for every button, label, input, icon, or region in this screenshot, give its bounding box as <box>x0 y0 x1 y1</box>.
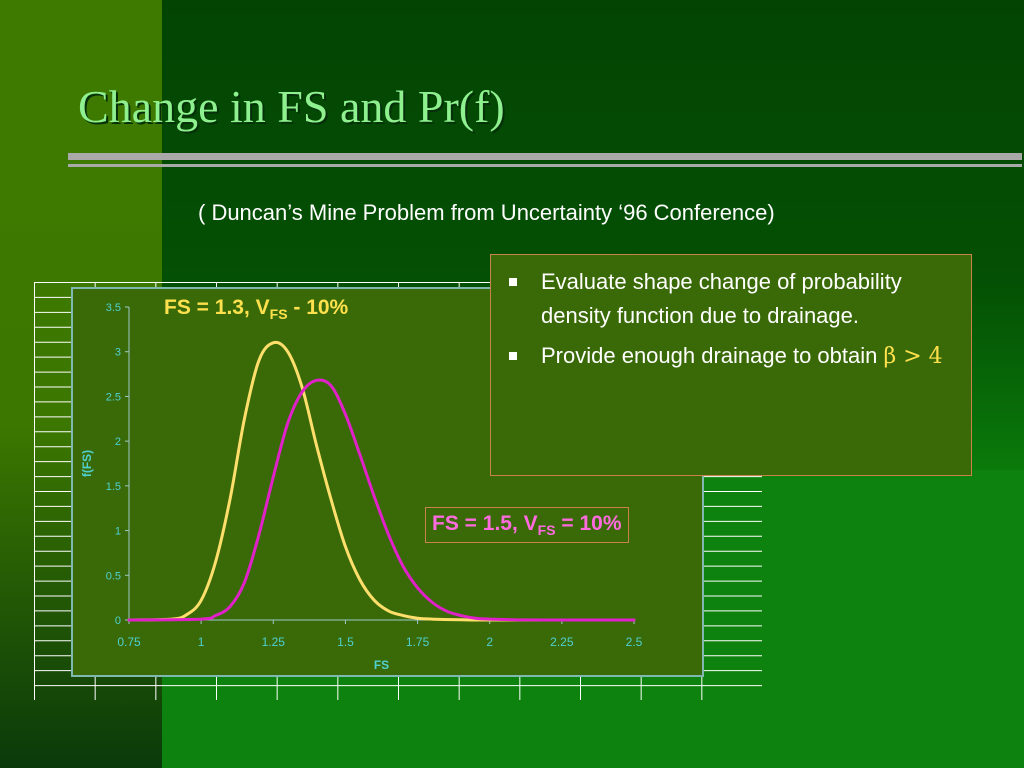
chart-plot: 0 0.5 1 1.5 2 2.5 3 3.5 0.75 1 1.25 1.5 1.75 2 2.25 2.5… <box>80 302 643 672</box>
x-tick-label: 1.5 <box>337 635 354 649</box>
y-tick-label: 3.5 <box>106 302 121 314</box>
label-a-main: FS = 1.3, V <box>164 296 270 319</box>
x-tick-label: 2.25 <box>550 635 574 649</box>
y-tick-label: 2.5 <box>106 391 121 403</box>
bullet-text: Evaluate shape change of probability den… <box>541 269 902 328</box>
label-b-main: FS = 1.5, V <box>432 512 538 535</box>
label-a-sub: FS <box>269 306 288 323</box>
y-tick-label: 3 <box>115 347 121 359</box>
x-tick-label: 1.25 <box>262 635 286 649</box>
x-tick-label: 2.5 <box>626 635 643 649</box>
title-rule-thick <box>68 153 1022 160</box>
y-tick-label: 0 <box>115 615 121 627</box>
curve-label-fs-1-3: FS = 1.3, VFS - 10% <box>160 296 352 322</box>
square-bullet-icon <box>509 278 517 286</box>
bullet-text: Provide enough drainage to obtain <box>541 343 884 368</box>
x-tick-label: 0.75 <box>117 635 141 649</box>
bullet-box: Evaluate shape change of probability den… <box>490 254 972 476</box>
y-tick-label: 2 <box>115 436 121 448</box>
x-tick-label: 1.75 <box>406 635 430 649</box>
square-bullet-icon <box>509 352 517 360</box>
series-line-1 <box>127 340 636 622</box>
label-a-tail: - 10% <box>287 296 349 319</box>
bullet-list: Evaluate shape change of probability den… <box>491 255 971 374</box>
x-tick-label: 1 <box>198 635 205 649</box>
label-b-tail: = 10% <box>555 512 622 535</box>
y-tick-label: 1 <box>115 526 121 538</box>
beta-condition: β > 4 <box>883 344 943 369</box>
slide-subtitle: ( Duncan’s Mine Problem from Uncertainty… <box>198 200 775 225</box>
title-rule-thin <box>68 164 1022 167</box>
x-tick-label: 2 <box>486 635 493 649</box>
label-b-sub: FS <box>537 522 556 539</box>
slide-title: Change in FS and Pr(f) <box>78 81 505 132</box>
y-tick-label: 0.5 <box>106 570 121 582</box>
x-axis-title: FS <box>374 658 389 672</box>
y-tick-label: 1.5 <box>106 481 121 493</box>
curve-label-fs-1-5: FS = 1.5, VFS = 10% <box>425 507 629 544</box>
y-axis-title: f(FS) <box>80 450 94 477</box>
bullet-item: Provide enough drainage to obtain β > 4 <box>509 339 957 374</box>
bullet-item: Evaluate shape change of probability den… <box>509 265 957 333</box>
series-line-2 <box>127 378 636 622</box>
